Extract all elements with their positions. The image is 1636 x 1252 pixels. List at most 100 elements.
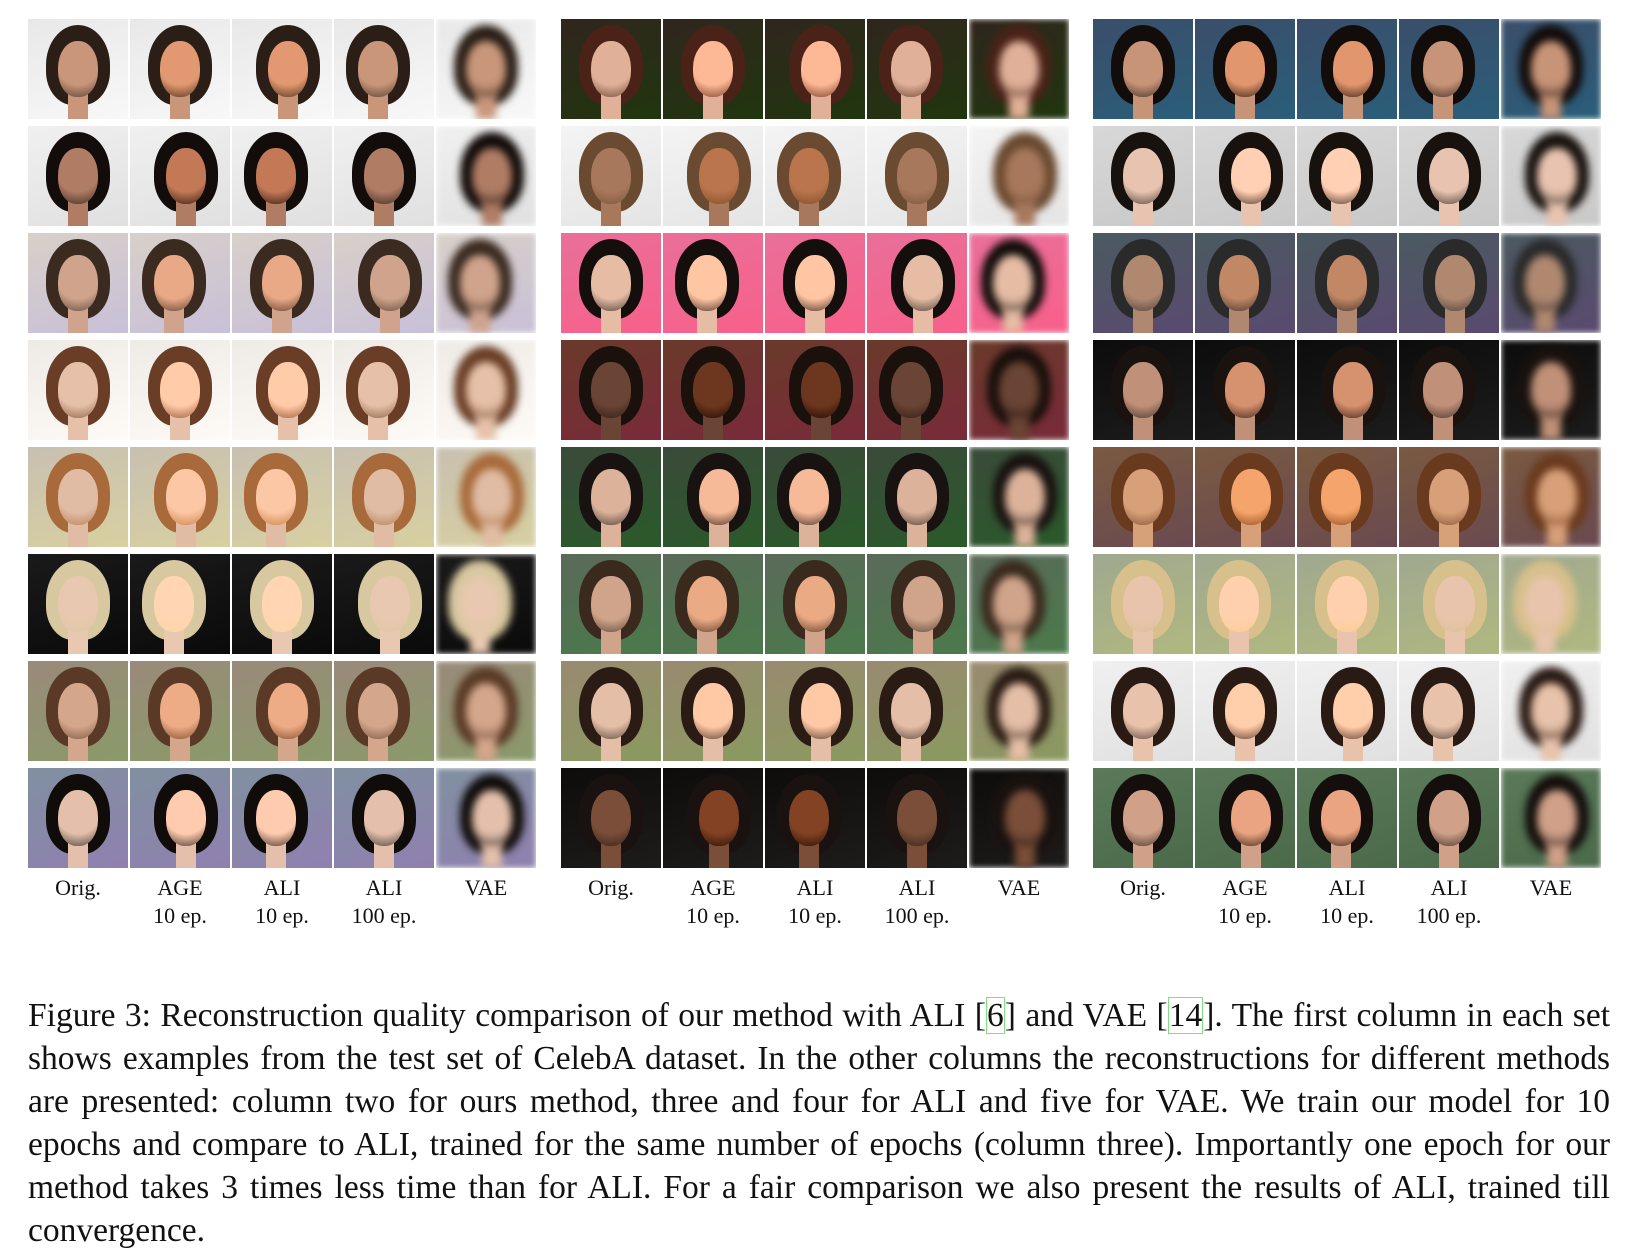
face-thumbnail: [1399, 340, 1499, 440]
face-grid: [561, 19, 1069, 868]
face-thumbnail: [663, 447, 763, 547]
face-thumbnail: [232, 661, 332, 761]
face-thumbnail: [765, 661, 865, 761]
image-set-3: Orig. AGE 10 ep. ALI 10 ep. ALI 100 ep. VAE: [1093, 19, 1601, 930]
face-thumbnail: [28, 661, 128, 761]
face-thumbnail: [969, 768, 1069, 868]
face-thumbnail: [1399, 233, 1499, 333]
face-thumbnail: [436, 19, 536, 119]
column-labels: Orig. AGE 10 ep. ALI 10 ep. ALI 100 ep. VAE: [1093, 874, 1601, 930]
face-thumbnail: [232, 554, 332, 654]
face-thumbnail: [130, 233, 230, 333]
face-thumbnail: [28, 447, 128, 547]
face-thumbnail: [334, 233, 434, 333]
face-thumbnail: [28, 340, 128, 440]
face-thumbnail: [1501, 340, 1601, 440]
face-thumbnail: [561, 19, 661, 119]
face-thumbnail: [232, 19, 332, 119]
column-labels: Orig. AGE 10 ep. ALI 10 ep. ALI 100 ep. VAE: [561, 874, 1069, 930]
face-thumbnail: [130, 554, 230, 654]
face-thumbnail: [28, 19, 128, 119]
face-thumbnail: [969, 447, 1069, 547]
figure-caption: Figure 3: Reconstruction quality compari…: [28, 996, 1610, 1249]
citation-link[interactable]: 6: [985, 996, 1005, 1034]
face-thumbnail: [1297, 19, 1397, 119]
face-thumbnail: [28, 233, 128, 333]
face-thumbnail: [765, 126, 865, 226]
face-thumbnail: [1093, 340, 1193, 440]
face-thumbnail: [28, 768, 128, 868]
column-label-orig: Orig.: [1120, 875, 1166, 900]
citation-link[interactable]: 14: [1167, 996, 1204, 1034]
face-thumbnail: [867, 19, 967, 119]
face-thumbnail: [867, 447, 967, 547]
face-thumbnail: [1195, 447, 1295, 547]
column-label-age: AGE 10 ep.: [686, 875, 740, 928]
face-thumbnail: [1297, 447, 1397, 547]
face-thumbnail: [1093, 19, 1193, 119]
face-thumbnail: [1195, 233, 1295, 333]
face-thumbnail: [1297, 233, 1397, 333]
face-grid: [1093, 19, 1601, 868]
face-thumbnail: [765, 447, 865, 547]
face-thumbnail: [130, 340, 230, 440]
face-thumbnail: [1399, 661, 1499, 761]
face-thumbnail: [232, 126, 332, 226]
face-thumbnail: [436, 233, 536, 333]
column-label-ali-10: ALI 10 ep.: [788, 875, 842, 928]
face-thumbnail: [130, 768, 230, 868]
image-set-1: Orig. AGE 10 ep. ALI 10 ep. ALI 100 ep. VAE: [28, 19, 536, 930]
face-thumbnail: [1195, 768, 1295, 868]
face-thumbnail: [28, 554, 128, 654]
face-grid: [28, 19, 536, 868]
column-label-ali-10: ALI 10 ep.: [1320, 875, 1374, 928]
face-thumbnail: [1501, 19, 1601, 119]
face-thumbnail: [765, 768, 865, 868]
face-thumbnail: [969, 19, 1069, 119]
face-thumbnail: [1093, 233, 1193, 333]
face-thumbnail: [232, 340, 332, 440]
face-thumbnail: [663, 19, 763, 119]
face-thumbnail: [1501, 447, 1601, 547]
column-label-age: AGE 10 ep.: [1218, 875, 1272, 928]
face-thumbnail: [1297, 554, 1397, 654]
face-thumbnail: [1297, 126, 1397, 226]
column-label-age: AGE 10 ep.: [153, 875, 207, 928]
face-thumbnail: [561, 554, 661, 654]
face-thumbnail: [1093, 126, 1193, 226]
face-thumbnail: [561, 447, 661, 547]
face-thumbnail: [1399, 768, 1499, 868]
face-thumbnail: [1195, 340, 1295, 440]
face-thumbnail: [663, 554, 763, 654]
face-thumbnail: [232, 447, 332, 547]
image-set-2: Orig. AGE 10 ep. ALI 10 ep. ALI 100 ep. VAE: [561, 19, 1069, 930]
face-thumbnail: [1297, 768, 1397, 868]
face-thumbnail: [130, 447, 230, 547]
face-thumbnail: [334, 340, 434, 440]
face-thumbnail: [561, 661, 661, 761]
face-thumbnail: [663, 126, 763, 226]
column-label-ali-100: ALI 100 ep.: [1416, 875, 1482, 928]
face-thumbnail: [867, 340, 967, 440]
face-thumbnail: [765, 19, 865, 119]
face-thumbnail: [1501, 661, 1601, 761]
face-thumbnail: [130, 126, 230, 226]
column-label-orig: Orig.: [55, 875, 101, 900]
face-thumbnail: [1195, 554, 1295, 654]
face-thumbnail: [867, 554, 967, 654]
face-thumbnail: [334, 554, 434, 654]
column-label-vae: VAE: [1529, 875, 1573, 900]
face-thumbnail: [969, 233, 1069, 333]
face-thumbnail: [1093, 768, 1193, 868]
face-thumbnail: [1501, 126, 1601, 226]
face-thumbnail: [1093, 661, 1193, 761]
face-thumbnail: [436, 554, 536, 654]
face-thumbnail: [334, 447, 434, 547]
face-thumbnail: [334, 661, 434, 761]
face-thumbnail: [436, 447, 536, 547]
column-label-orig: Orig.: [588, 875, 634, 900]
face-thumbnail: [130, 661, 230, 761]
column-label-vae: VAE: [997, 875, 1041, 900]
face-thumbnail: [969, 554, 1069, 654]
column-labels: Orig. AGE 10 ep. ALI 10 ep. ALI 100 ep. VAE: [28, 874, 536, 930]
